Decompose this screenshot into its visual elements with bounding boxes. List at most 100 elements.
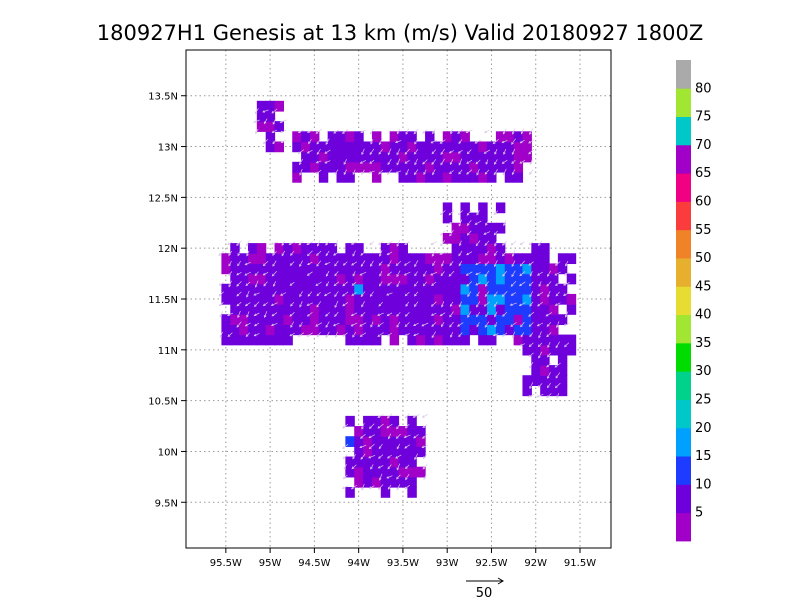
wind-vector [563,271,570,276]
wind-speed-cell [513,334,524,346]
wind-speed-cell [274,304,284,315]
wind-speed-cell [469,161,479,173]
wind-vector [386,312,393,317]
wind-speed-cell [531,354,541,366]
wind-speed-cell [460,334,470,346]
wind-speed-cell [380,243,391,254]
wind-vector [395,433,401,439]
wind-speed-cell [354,426,364,437]
wind-speed-cell [221,293,231,305]
wind-speed-cell [380,487,391,498]
wind-vector [325,250,330,257]
wind-vector [450,128,453,135]
wind-speed-cell [433,141,444,153]
wind-speed-cell [531,253,541,265]
wind-speed-cell [363,273,373,285]
wind-speed-cell [540,304,550,315]
wind-speed-cell [336,151,346,163]
wind-speed-cell [513,283,524,295]
wind-speed-cell [221,263,231,275]
wind-vector [350,241,358,245]
wind-vector [546,322,552,327]
wind-speed-cell [407,415,417,427]
wind-speed-cell [442,171,453,183]
wind-vector [360,251,366,256]
wind-speed-cell [221,324,231,336]
wind-vector [342,474,348,480]
wind-vector [545,312,553,317]
wind-speed-cell [407,131,417,143]
wind-speed-cell [380,161,391,173]
wind-speed-cell [318,151,329,163]
wind-speed-cell [531,293,541,305]
wind-vector [253,333,260,337]
wind-vector [431,159,437,165]
wind-speed-cell [230,263,240,275]
wind-speed-cell [221,283,231,295]
wind-vector [378,148,383,155]
wind-vector [537,301,543,307]
wind-vector [439,251,446,255]
wind-vector [501,240,508,246]
wind-vector [254,108,259,115]
wind-vector [379,271,383,277]
wind-vector [441,260,445,267]
wind-speed-cell [522,334,532,346]
wind-vector [236,240,242,246]
wind-vector [262,302,269,307]
wind-vector [404,333,410,337]
wind-speed-cell [504,293,515,305]
wind-vector [343,159,347,165]
wind-vector [244,322,251,327]
wind-vector [536,393,544,398]
wind-speed-cell [380,314,391,325]
wind-speed-cell [460,324,470,336]
wind-speed-cell [513,151,524,163]
wind-speed-cell [363,314,373,325]
wind-speed-cell [318,293,329,305]
wind-vector [484,129,490,133]
wind-vector [431,322,437,327]
wind-vector [227,332,233,337]
reference-vector: 50 [466,577,504,600]
wind-speed-cell [442,263,453,275]
wind-vector [565,260,569,267]
wind-speed-cell [309,253,320,265]
wind-speed-cell [460,243,470,254]
wind-speed-cell [504,151,515,163]
wind-speed-cell [407,161,417,173]
wind-speed-cell [451,304,462,315]
wind-vector [306,271,313,276]
wind-speed-cell [301,263,311,275]
wind-speed-cell [247,334,258,346]
map-title: 180927H1 Genesis at 13 km (m/s) Valid 20… [97,21,703,45]
wind-vector [564,342,570,348]
wind-speed-cell [549,283,559,295]
wind-speed-cell [354,131,364,143]
wind-speed-cell [354,324,364,336]
wind-vector [423,474,427,480]
wind-vector [396,443,401,450]
wind-speed-cell [451,171,462,183]
wind-speed-cell [389,273,400,285]
wind-vector [529,128,534,135]
wind-speed-cell [478,243,488,254]
wind-speed-cell [549,324,559,336]
wind-speed-cell [283,243,293,254]
wind-speed-cell [345,314,355,325]
wind-vector [555,341,560,349]
wind-vector [529,301,534,307]
wind-speed-cell [478,141,488,153]
wind-vector [316,331,321,338]
wind-vector [342,443,349,450]
wind-vector [546,332,552,338]
wind-speed-cell [407,466,417,478]
wind-vector [228,250,233,257]
wind-vector [342,281,349,287]
wind-speed-cell [540,354,550,366]
wind-speed-cell [292,283,302,295]
wind-speed-cell [513,141,524,153]
wind-vector [359,444,367,449]
wind-speed-cell [513,263,524,275]
wind-vector [342,423,349,429]
